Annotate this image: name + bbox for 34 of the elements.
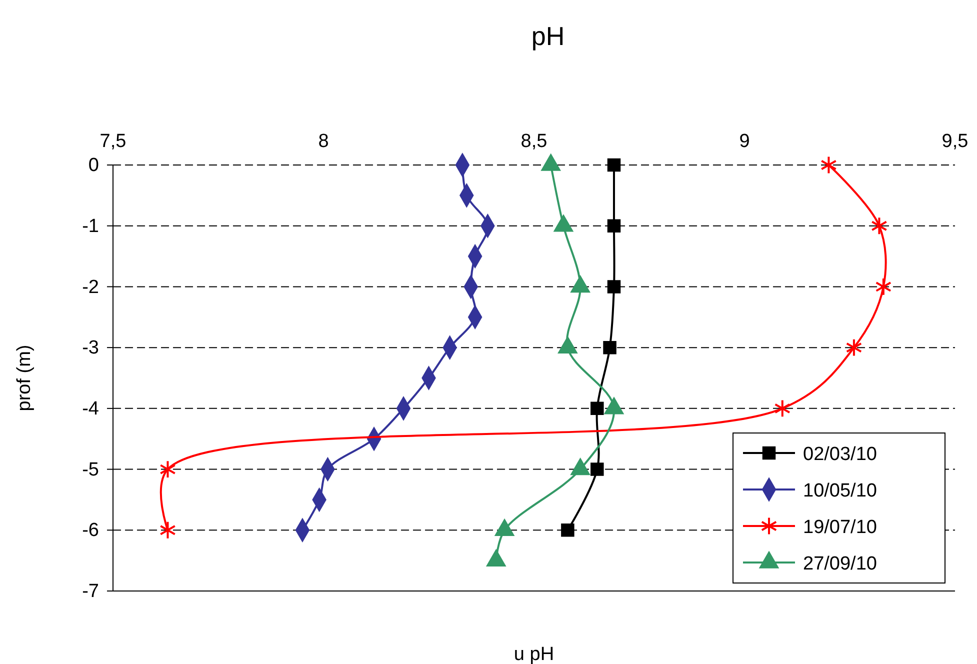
legend-label: 27/09/10 (803, 554, 877, 574)
x-axis-title: u pH (514, 644, 554, 664)
y-tick-label: -4 (82, 398, 100, 420)
point (820, 156, 837, 174)
point (603, 340, 616, 354)
x-tick-label: 9,5 (942, 131, 968, 152)
y-tick-label: -3 (82, 338, 99, 359)
point (160, 520, 176, 540)
x-tick-label: 9 (739, 131, 750, 152)
y-tick-label: -6 (82, 520, 99, 542)
point (607, 219, 621, 232)
y-tick-label: -7 (82, 581, 99, 602)
x-tick-label: 8,5 (520, 131, 548, 152)
point (590, 402, 604, 416)
point (774, 399, 790, 418)
y-axis-title: prof (m) (14, 344, 35, 412)
y-tick-label: -2 (82, 276, 99, 298)
x-tick-label: 8 (318, 131, 329, 152)
point (590, 462, 604, 476)
x-tick-label: 7,5 (100, 131, 126, 152)
point (875, 278, 892, 296)
point (607, 280, 621, 294)
chart-title: pH (531, 21, 565, 51)
y-tick-label: -5 (82, 459, 99, 480)
point (846, 338, 862, 357)
y-tick-label: -1 (82, 216, 99, 237)
legend-label: 02/03/10 (803, 444, 877, 465)
legend-label: 10/05/10 (803, 480, 877, 502)
point (160, 460, 176, 478)
point (561, 524, 574, 537)
point (871, 216, 888, 236)
point (607, 158, 621, 172)
y-tick-label: 0 (88, 155, 99, 176)
legend-label: 19/07/10 (803, 517, 877, 538)
